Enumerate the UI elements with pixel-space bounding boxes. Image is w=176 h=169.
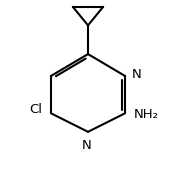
Text: N: N bbox=[81, 139, 91, 152]
Text: Cl: Cl bbox=[29, 103, 42, 116]
Text: NH₂: NH₂ bbox=[134, 108, 159, 121]
Text: N: N bbox=[132, 68, 142, 81]
